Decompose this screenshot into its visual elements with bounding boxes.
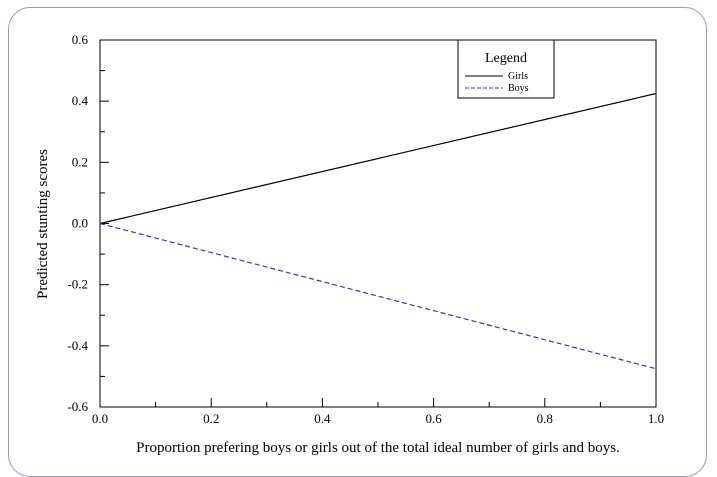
x-tick-label: 0.6 [425,411,442,426]
axis-ticks [99,39,657,408]
series-line-boys [99,222,657,370]
chart: 0.0 0.2 0.4 0.6 0.8 1.0 0.6 0.4 0.2 0.0 -0.2 -0.4 -0… [35,32,664,456]
y-tick-label: -0.4 [67,338,88,353]
x-tick-label: 0.2 [203,411,219,426]
y-tick-label: 0.2 [72,154,88,169]
x-tick-label: 0.8 [537,411,553,426]
legend-title: Legend [485,51,527,66]
y-tick-label: -0.6 [67,399,88,414]
x-axis-label: Proportion prefering boys or girls out o… [136,440,620,456]
tick-labels: 0.0 0.2 0.4 0.6 0.8 1.0 0.6 0.4 0.2 0.0 -0.2 -0.4 -0… [67,32,664,426]
legend-label-boys: Boys [508,83,529,94]
series-line-girls [99,92,657,225]
legend-box [457,39,555,99]
y-tick-label: 0.0 [72,216,88,231]
series-lines [99,92,657,370]
y-tick-label: 0.4 [72,93,89,108]
plot-area [99,39,657,408]
x-tick-label: 0.0 [92,411,108,426]
legend-label-girls: Girls [508,71,528,82]
legend: Legend Girls Boys [457,39,555,99]
x-tick-label: 0.4 [314,411,331,426]
chart-frame [8,7,707,477]
y-tick-label: -0.2 [67,277,88,292]
y-tick-label: 0.6 [72,32,89,47]
y-axis-label: Predicted stunting scores [35,149,51,299]
x-tick-label: 1.0 [648,411,664,426]
